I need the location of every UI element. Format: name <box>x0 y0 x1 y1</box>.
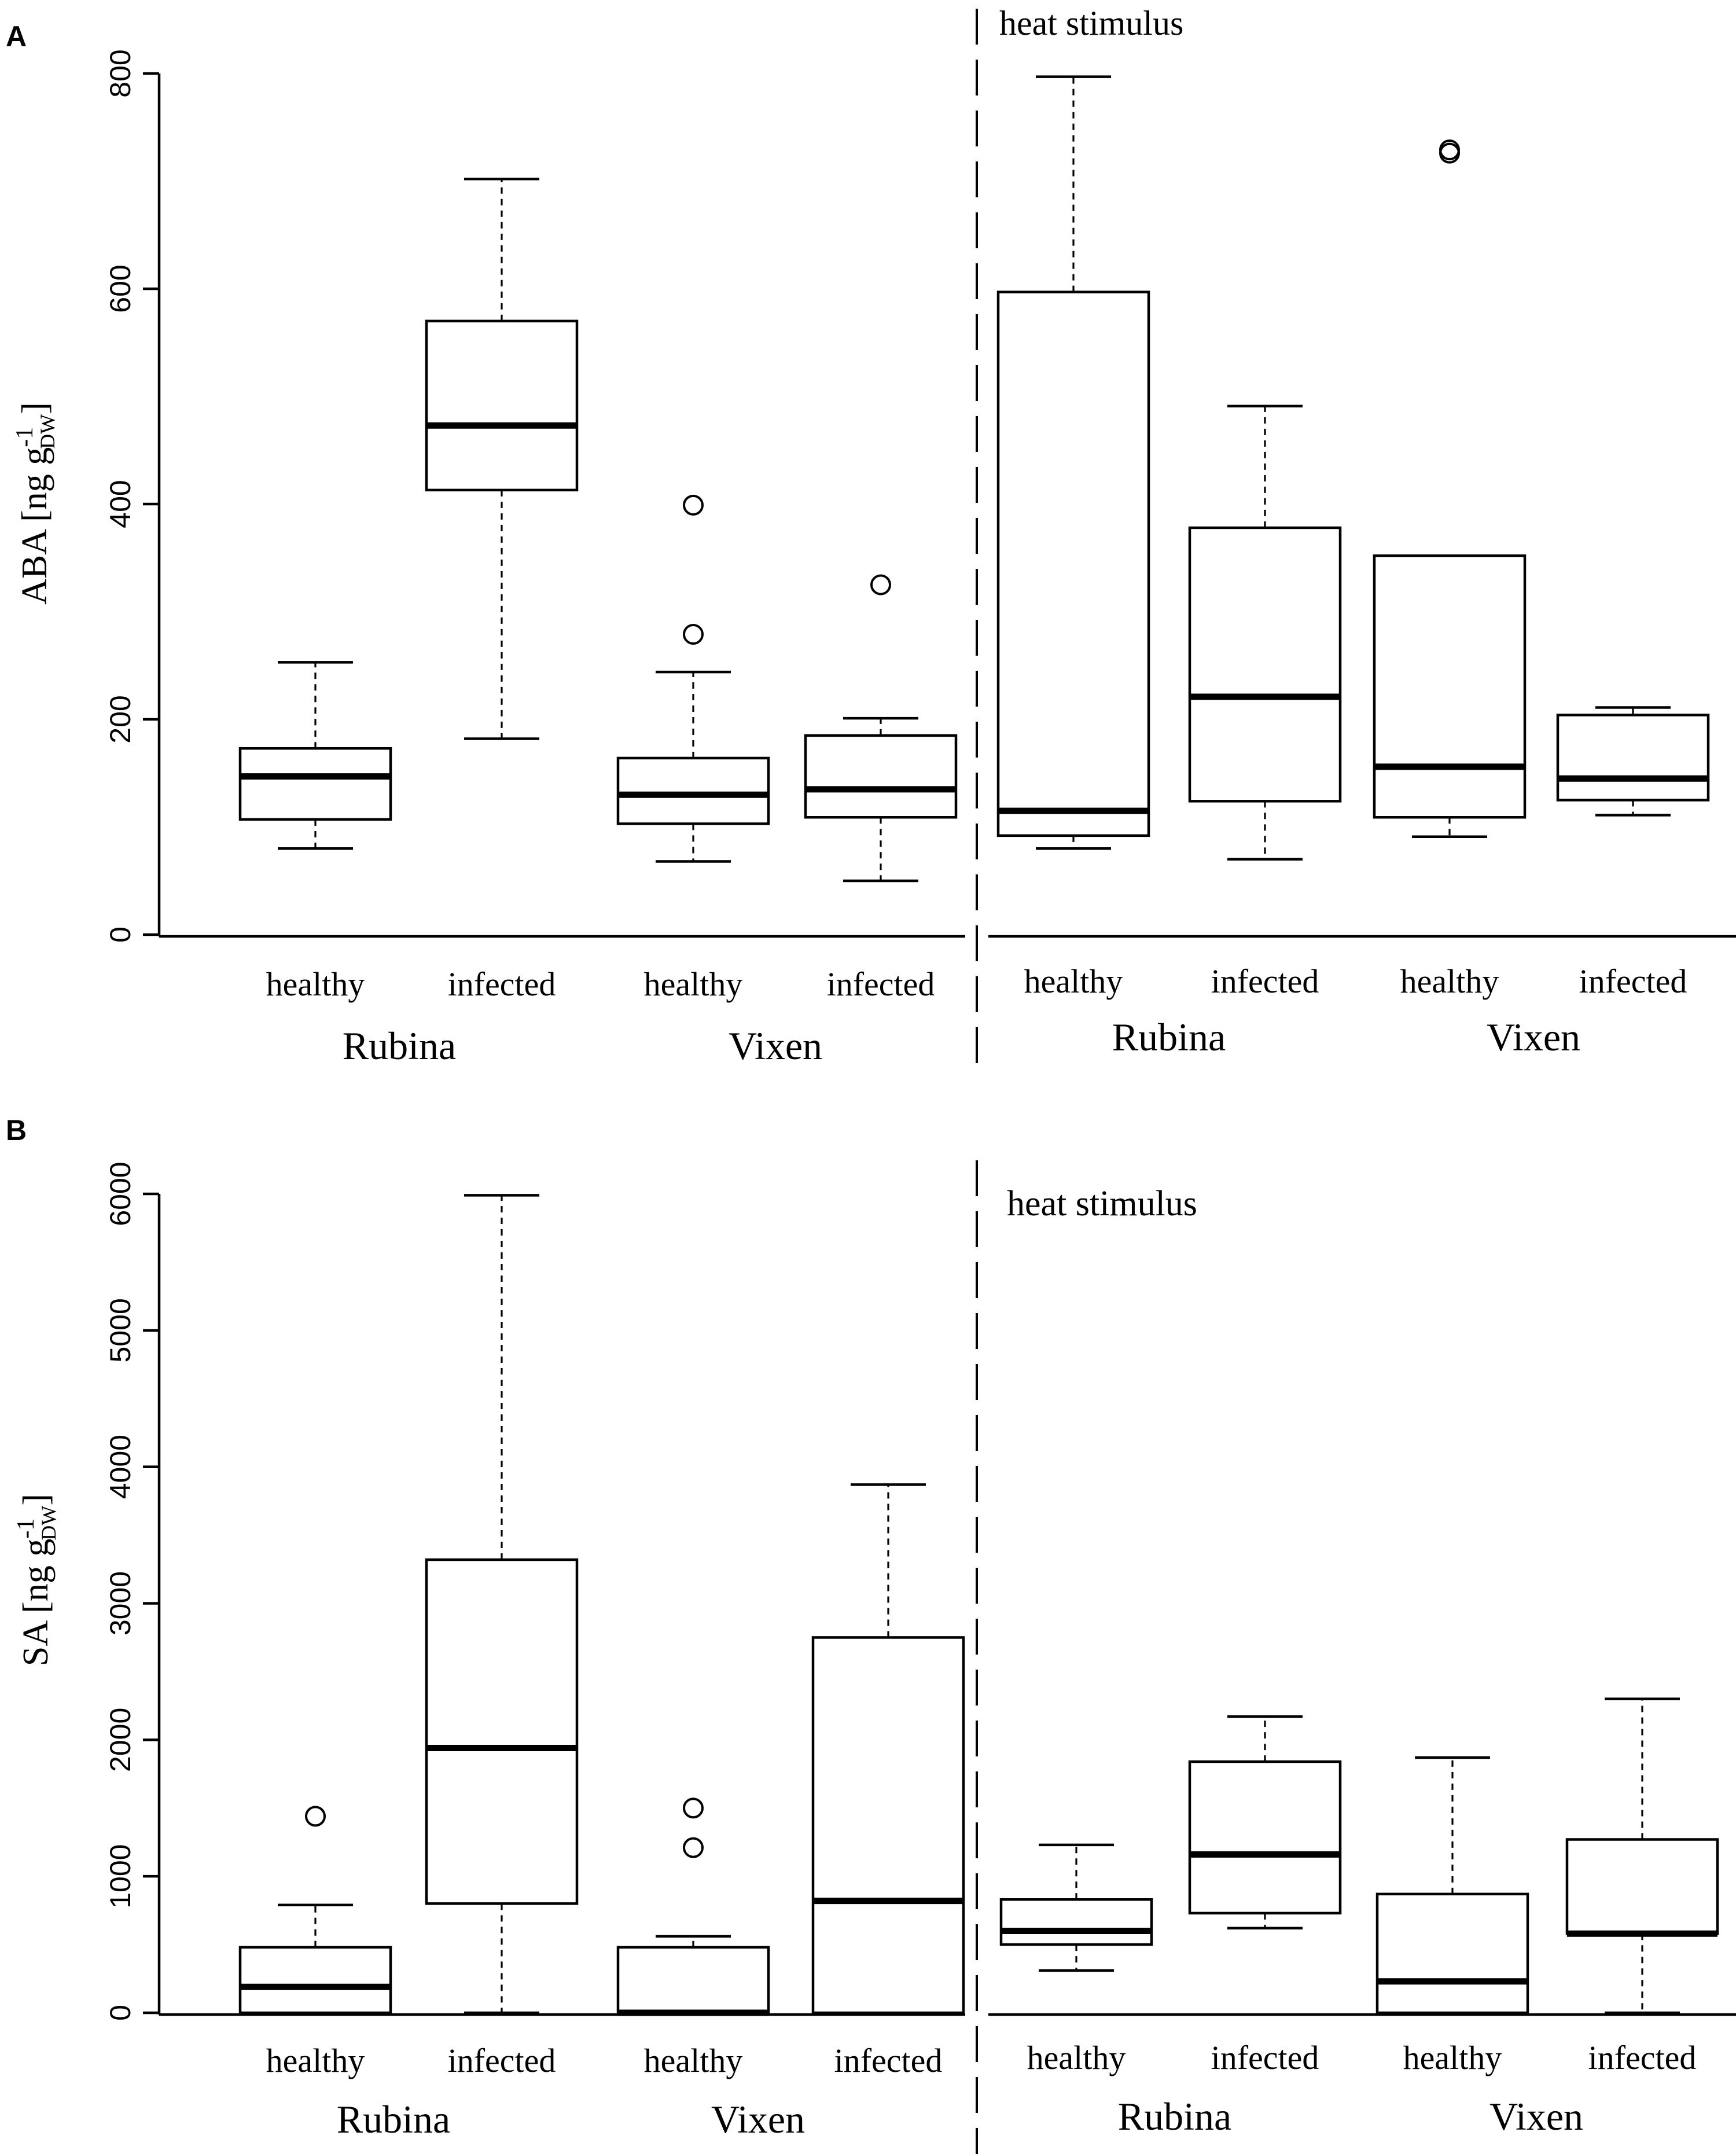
y-axis-title: SA [ng g-1DW] <box>13 1494 60 1666</box>
category-label: healthy <box>266 2042 365 2079</box>
box-1 <box>238 661 392 850</box>
box-3 <box>616 1798 770 2016</box>
category-label: infected <box>448 2042 556 2079</box>
category-label: infected <box>448 965 556 1003</box>
group-label: Vixen <box>1487 1015 1580 1059</box>
outlier-point <box>1439 139 1460 161</box>
category-label: healthy <box>644 965 743 1003</box>
box-iqr <box>1188 1760 1342 1915</box>
box-iqr <box>238 1946 392 2015</box>
heat-stimulus-annotation: heat stimulus <box>999 4 1183 42</box>
y-tick-label: 5000 <box>104 1298 137 1362</box>
group-label: Vixen <box>1489 2094 1583 2138</box>
category-label: infected <box>834 2042 943 2079</box>
group-label: Rubina <box>1118 2094 1231 2138</box>
box-iqr <box>238 747 392 821</box>
outlier-point <box>683 1798 704 1819</box>
group-label: Vixen <box>729 1024 822 1068</box>
box-7 <box>1375 1756 1529 2015</box>
y-tick-label: 2000 <box>104 1708 137 1772</box>
box-4 <box>804 574 958 883</box>
outlier-point <box>683 624 704 645</box>
category-label: infected <box>1588 2039 1697 2076</box>
box-2 <box>425 178 579 740</box>
y-axis-title: ABA [ng g-1DW] <box>12 402 59 605</box>
category-label: infected <box>1211 962 1319 1000</box>
box-6 <box>1188 405 1342 861</box>
box-iqr <box>804 734 958 819</box>
outlier-point <box>683 1837 704 1858</box>
y-tick-label: 400 <box>104 480 137 528</box>
category-label: healthy <box>1403 2039 1502 2076</box>
box-iqr <box>425 319 579 492</box>
box-3 <box>616 494 770 863</box>
box-6 <box>1188 1715 1342 1930</box>
box-4 <box>811 1483 965 2015</box>
box-7 <box>1373 139 1527 838</box>
box-5 <box>999 1843 1153 1972</box>
box-1 <box>238 1806 392 2015</box>
panel-label-a: A <box>6 20 27 53</box>
panel-label-b: B <box>6 1114 27 1146</box>
outlier-point <box>683 494 704 516</box>
box-iqr <box>1556 714 1710 802</box>
box-8 <box>1565 1697 1719 2015</box>
y-tick-label: 0 <box>104 2005 137 2021</box>
outlier-point <box>305 1806 326 1827</box>
chart-panel-a: 0 200 400 600 800 ABA [ng g-1DW] heat stimulus… <box>12 4 1736 1068</box>
y-tick-label: 4000 <box>104 1435 137 1499</box>
heat-stimulus-annotation: heat stimulus <box>1007 1184 1197 1223</box>
box-iqr <box>999 1898 1153 1946</box>
box-iqr <box>811 1636 965 2015</box>
box-iqr <box>616 756 770 825</box>
box-iqr <box>1375 1892 1529 2015</box>
y-tick-label: 6000 <box>104 1161 137 1226</box>
category-label: healthy <box>1024 962 1123 1000</box>
category-label: healthy <box>1400 962 1499 1000</box>
category-label: infected <box>827 965 935 1003</box>
outlier-point <box>870 574 891 596</box>
box-iqr <box>425 1558 579 1905</box>
y-tick-label: 600 <box>104 264 137 313</box>
box-2 <box>425 1194 579 2015</box>
y-tick-label: 800 <box>104 49 137 97</box>
chart-panel-b: 0 1000 2000 3000 4000 5000 6000 SA [ng g-1DW] he… <box>13 1160 1736 2154</box>
category-label: infected <box>1579 962 1687 1000</box>
category-label: healthy <box>266 965 365 1003</box>
y-tick-label: 200 <box>104 695 137 743</box>
category-label: infected <box>1211 2039 1319 2076</box>
group-label: Rubina <box>337 2097 450 2141</box>
category-label: healthy <box>1027 2039 1126 2076</box>
category-label: healthy <box>644 2042 743 2079</box>
group-label: Rubina <box>343 1024 456 1068</box>
box-5 <box>996 75 1150 850</box>
box-iqr <box>616 1946 770 2015</box>
y-tick-label: 0 <box>104 927 137 943</box>
box-iqr <box>996 291 1150 837</box>
box-iqr <box>1373 554 1527 819</box>
group-label: Vixen <box>711 2097 805 2141</box>
y-tick-label: 3000 <box>104 1571 137 1635</box>
y-tick-label: 1000 <box>104 1844 137 1909</box>
box-iqr <box>1565 1838 1719 1935</box>
group-label: Rubina <box>1112 1015 1226 1059</box>
box-8 <box>1556 706 1710 817</box>
box-iqr <box>1188 526 1342 803</box>
